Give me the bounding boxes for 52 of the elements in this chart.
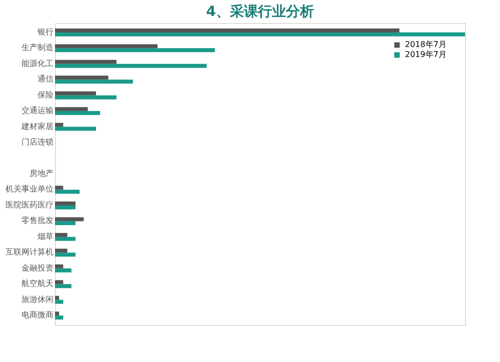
chart-title: 4、采课行业分析 [206, 4, 314, 20]
bar [55, 300, 64, 304]
bar [55, 111, 100, 116]
y-tick-label: 机关事业单位 [6, 184, 54, 194]
bar [55, 76, 108, 80]
y-tick-label: 烟草 [38, 232, 54, 241]
y-tick-label: 能源化工 [22, 58, 54, 68]
bar [55, 296, 60, 300]
bar [55, 252, 76, 257]
y-tick-label: 房地产 [30, 169, 54, 178]
bar [55, 32, 465, 36]
bar [55, 122, 64, 127]
y-tick-label: 互联网计算机 [6, 248, 54, 257]
bar [55, 280, 64, 284]
bar [55, 95, 116, 100]
bar [55, 248, 68, 253]
y-tick-label: 航空航天 [22, 279, 54, 288]
y-tick-label: 建材家居 [20, 122, 54, 131]
bar [55, 205, 76, 210]
bar [55, 48, 215, 52]
y-tick-label: 交通运输 [22, 106, 54, 116]
bar [55, 268, 72, 272]
y-tick-label: 零售批发 [22, 216, 54, 226]
y-tick-label: 门店连锁 [22, 138, 54, 147]
bar [55, 232, 68, 237]
y-tick-label: 旅游休闲 [22, 294, 54, 304]
bar [55, 316, 64, 320]
y-tick-label: 银行 [36, 27, 54, 36]
legend-label: 2018年7月 [405, 40, 446, 49]
bar [55, 80, 133, 84]
bar [55, 190, 80, 194]
bar [55, 64, 207, 68]
y-tick-label: 生产制造 [22, 43, 54, 52]
bar [55, 201, 76, 206]
bar [55, 236, 76, 241]
bar [55, 221, 76, 226]
y-tick-label: 医院医药医疗 [6, 200, 54, 210]
bar [55, 28, 400, 32]
y-tick-label: 保险 [38, 90, 54, 100]
y-tick-label: 通信 [38, 74, 54, 84]
bar [55, 91, 96, 96]
bar [55, 284, 72, 288]
bar [55, 126, 96, 131]
bar [55, 264, 64, 268]
bar [55, 44, 158, 48]
bar [55, 312, 60, 316]
y-tick-label: 电商微商 [22, 310, 54, 320]
bar [55, 60, 116, 64]
bar [55, 217, 84, 222]
legend-label: 2019年7月 [405, 50, 446, 59]
y-tick-label: 金融投资 [22, 263, 54, 272]
bar [55, 107, 88, 112]
